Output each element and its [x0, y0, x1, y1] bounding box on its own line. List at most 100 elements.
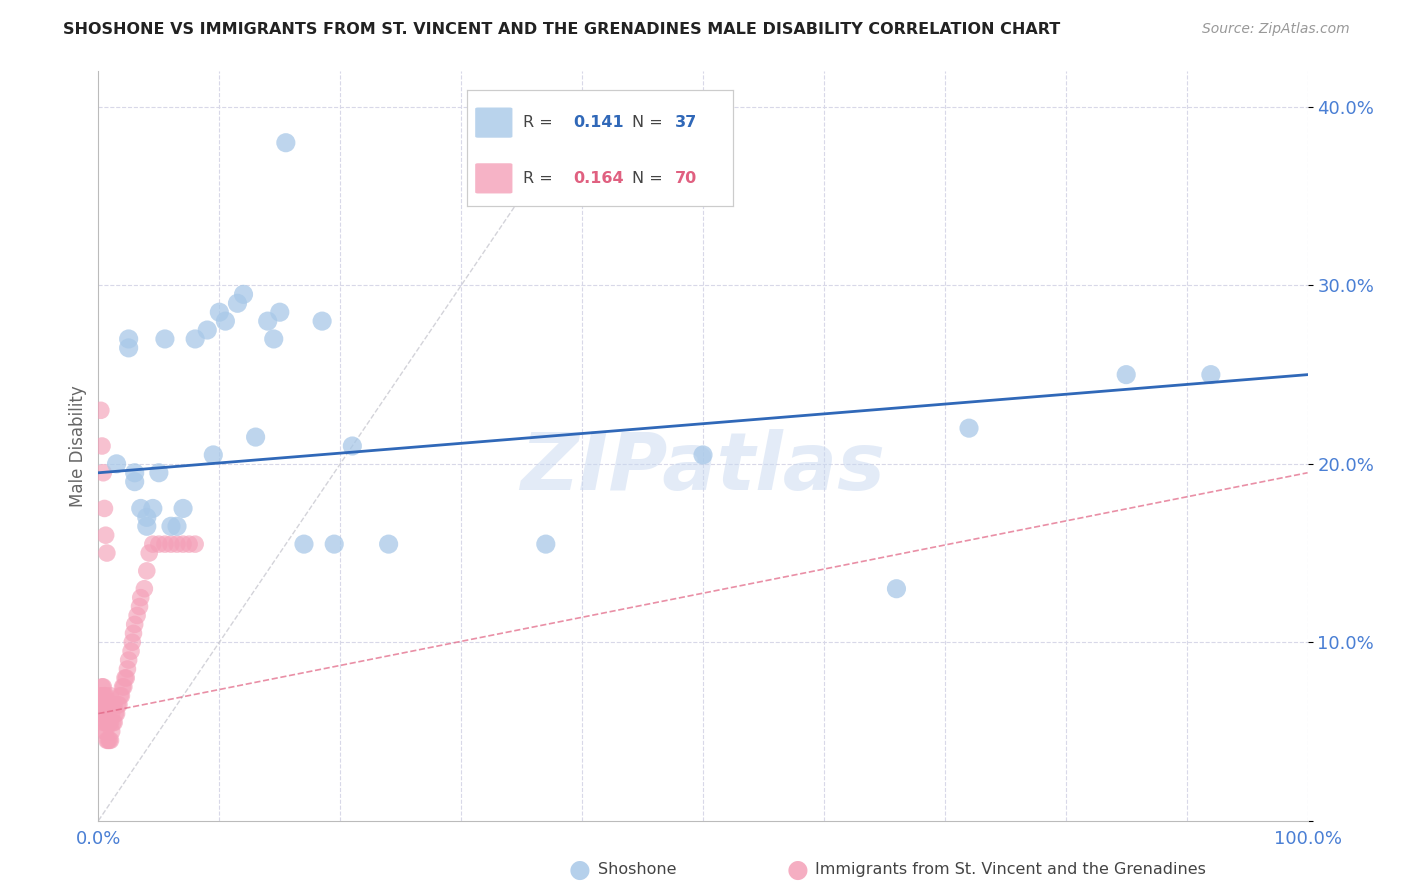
Point: [100, 715, 122, 730]
Text: SHOSHONE VS IMMIGRANTS FROM ST. VINCENT AND THE GRENADINES MALE DISABILITY CORRE: SHOSHONE VS IMMIGRANTS FROM ST. VINCENT …: [63, 22, 1060, 37]
Text: ZIPatlas: ZIPatlas: [520, 429, 886, 508]
Point: [118, 332, 141, 346]
Point: [91, 466, 114, 480]
Point: [101, 698, 124, 712]
Point: [232, 287, 254, 301]
Point: [91, 689, 114, 703]
Point: [94, 689, 117, 703]
Point: [90, 698, 112, 712]
Point: [111, 680, 134, 694]
Point: [134, 582, 156, 596]
Point: [91, 689, 114, 703]
Point: [90, 689, 112, 703]
Point: [98, 715, 121, 730]
Point: [148, 537, 170, 551]
Point: [195, 323, 218, 337]
Point: [142, 501, 165, 516]
Point: [91, 706, 114, 721]
Point: [269, 305, 291, 319]
Point: [135, 510, 157, 524]
Point: [692, 448, 714, 462]
Point: [105, 457, 128, 471]
Point: [153, 537, 176, 551]
Point: [127, 608, 149, 623]
Point: [342, 439, 364, 453]
Point: [256, 314, 278, 328]
Point: [138, 546, 160, 560]
Point: [90, 403, 112, 417]
Point: [103, 715, 125, 730]
Point: [100, 724, 122, 739]
Point: [957, 421, 980, 435]
Point: [172, 501, 194, 516]
Point: [100, 733, 122, 747]
Point: [96, 715, 118, 730]
Point: [534, 537, 557, 551]
Point: [323, 537, 346, 551]
Point: [135, 564, 157, 578]
Point: [94, 724, 117, 739]
Point: [274, 136, 297, 150]
Point: [292, 537, 315, 551]
Point: [115, 671, 138, 685]
Point: [100, 706, 122, 721]
Point: [98, 733, 121, 747]
Point: [96, 733, 118, 747]
Point: [135, 519, 157, 533]
Point: [214, 314, 236, 328]
Point: [172, 537, 194, 551]
Point: [1199, 368, 1222, 382]
Point: [93, 706, 115, 721]
Text: Immigrants from St. Vincent and the Grenadines: Immigrants from St. Vincent and the Gren…: [815, 863, 1206, 877]
Point: [100, 689, 122, 703]
Point: [1115, 368, 1137, 382]
Point: [110, 689, 132, 703]
Point: [184, 332, 207, 346]
Point: [118, 653, 141, 667]
Point: [97, 733, 120, 747]
Point: [184, 537, 207, 551]
Point: [108, 689, 131, 703]
Text: Shoshone: Shoshone: [598, 863, 676, 877]
Point: [202, 448, 225, 462]
Point: [124, 475, 146, 489]
Point: [160, 537, 183, 551]
Point: [377, 537, 399, 551]
Text: ●: ●: [786, 858, 808, 881]
Point: [311, 314, 333, 328]
Point: [120, 644, 142, 658]
Point: [179, 537, 201, 551]
Point: [263, 332, 285, 346]
Point: [129, 591, 152, 605]
Point: [107, 698, 129, 712]
Point: [160, 519, 183, 533]
Point: [104, 706, 127, 721]
Point: [245, 430, 267, 444]
Point: [93, 501, 115, 516]
Point: [226, 296, 249, 310]
Point: [91, 715, 114, 730]
Point: [96, 546, 118, 560]
Point: [91, 698, 114, 712]
Point: [97, 715, 120, 730]
Point: [208, 305, 231, 319]
Point: [91, 680, 114, 694]
Point: [153, 332, 176, 346]
Text: ●: ●: [568, 858, 591, 881]
Point: [94, 715, 117, 730]
Point: [112, 680, 135, 694]
Point: [103, 698, 125, 712]
Point: [886, 582, 908, 596]
Point: [166, 519, 188, 533]
Point: [94, 528, 117, 542]
Point: [91, 439, 114, 453]
Point: [100, 698, 122, 712]
Point: [118, 341, 141, 355]
Point: [124, 617, 146, 632]
Point: [108, 698, 131, 712]
Point: [101, 715, 124, 730]
Point: [148, 466, 170, 480]
Point: [128, 599, 150, 614]
Point: [142, 537, 165, 551]
Point: [122, 626, 145, 640]
